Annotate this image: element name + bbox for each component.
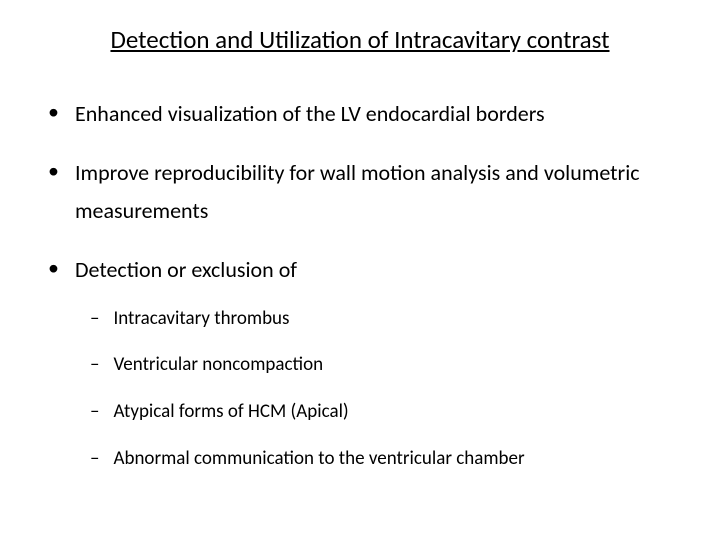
bullet-marker-icon: • [48, 154, 59, 187]
sub-bullet-item: – Abnormal communication to the ventricu… [90, 447, 672, 472]
bullet-marker-icon: • [48, 95, 59, 128]
sub-marker-icon: – [90, 400, 99, 425]
sub-bullet-text: Intracavitary thrombus [113, 307, 289, 332]
sub-bullet-item: – Intracavitary thrombus [90, 307, 672, 332]
sub-marker-icon: – [90, 447, 99, 472]
sub-bullet-text: Abnormal communication to the ventricula… [113, 447, 524, 472]
sub-bullet-item: – Ventricular noncompaction [90, 353, 672, 378]
sub-bullet-list: – Intracavitary thrombus – Ventricular n… [48, 307, 672, 472]
bullet-text: Improve reproducibility for wall motion … [75, 154, 672, 229]
slide-content: • Enhanced visualization of the LV endoc… [0, 95, 720, 471]
sub-bullet-item: – Atypical forms of HCM (Apical) [90, 400, 672, 425]
bullet-item: • Enhanced visualization of the LV endoc… [48, 95, 672, 132]
bullet-item: • Improve reproducibility for wall motio… [48, 154, 672, 229]
sub-marker-icon: – [90, 353, 99, 378]
bullet-text: Enhanced visualization of the LV endocar… [75, 95, 545, 132]
sub-bullet-text: Ventricular noncompaction [113, 353, 323, 378]
slide-title: Detection and Utilization of Intracavita… [0, 24, 720, 55]
bullet-marker-icon: • [48, 251, 59, 284]
bullet-text: Detection or exclusion of [75, 251, 297, 288]
bullet-item: • Detection or exclusion of [48, 251, 672, 288]
sub-bullet-text: Atypical forms of HCM (Apical) [113, 400, 348, 425]
sub-marker-icon: – [90, 307, 99, 332]
